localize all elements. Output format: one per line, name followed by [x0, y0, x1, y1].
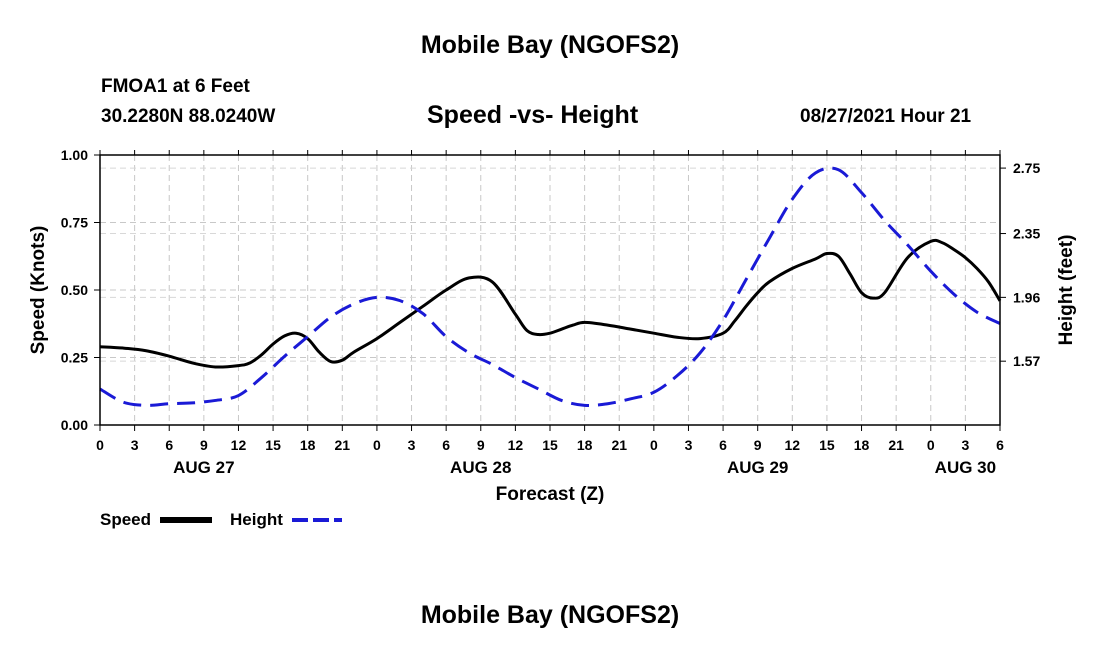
coordinates-label: 30.2280N 88.0240W — [101, 106, 276, 127]
x-tick-label: 18 — [577, 437, 593, 453]
series-line-height — [99, 166, 1001, 407]
x-tick-label: 0 — [373, 437, 381, 453]
x-tick-label: 21 — [611, 437, 627, 453]
y-tick-label: 0.25 — [61, 350, 88, 366]
y-tick-label: 0.00 — [61, 417, 88, 433]
x-tick-label: 6 — [165, 437, 173, 453]
date-label: AUG 28 — [450, 458, 511, 477]
x-tick-label: 9 — [477, 437, 485, 453]
top-title: Mobile Bay (NGOFS2) — [420, 31, 680, 59]
y2-tick-label: 1.96 — [1013, 289, 1040, 305]
x-tick-label: 6 — [719, 437, 727, 453]
x-tick-label: 6 — [442, 437, 450, 453]
y2-tick-label: 1.57 — [1013, 353, 1040, 369]
y2-axis-title: Height (feet) — [1056, 235, 1077, 346]
x-tick-label: 0 — [650, 437, 658, 453]
x-tick-label: 3 — [408, 437, 416, 453]
x-tick-label: 9 — [200, 437, 208, 453]
chart-title: Speed -vs- Height — [427, 101, 639, 129]
x-axis-title: Forecast (Z) — [496, 484, 605, 505]
x-tick-label: 15 — [542, 437, 558, 453]
y-tick-label: 0.50 — [61, 282, 88, 298]
forecast-datetime: 08/27/2021 Hour 21 — [800, 106, 972, 127]
x-tick-label: 18 — [300, 437, 316, 453]
x-tick-label: 6 — [996, 437, 1004, 453]
axes: 0 3 6 9 12 15 18 21 0 3 6 9 12 15 18 21 0 3 6 9 12 15 18 21 0 3 6A… — [28, 147, 1077, 505]
date-label: AUG 29 — [727, 458, 788, 477]
x-tick-label: 18 — [854, 437, 870, 453]
x-tick-label: 15 — [819, 437, 835, 453]
date-label: AUG 27 — [173, 458, 234, 477]
x-tick-label: 0 — [96, 437, 104, 453]
y-tick-label: 0.75 — [61, 215, 88, 231]
x-tick-label: 15 — [265, 437, 281, 453]
x-tick-label: 21 — [335, 437, 351, 453]
y2-tick-label: 2.35 — [1013, 226, 1040, 242]
legend-label-height: Height — [230, 510, 283, 529]
series-layer — [99, 166, 1002, 407]
x-tick-label: 3 — [131, 437, 139, 453]
bottom-title: Mobile Bay (NGOFS2) — [420, 601, 680, 629]
legend-label-speed: Speed — [100, 510, 151, 529]
legend: Speed Height — [100, 510, 342, 529]
x-tick-label: 12 — [508, 437, 524, 453]
grid — [100, 155, 1000, 425]
x-tick-label: 9 — [754, 437, 762, 453]
x-tick-label: 3 — [961, 437, 969, 453]
date-label: AUG 30 — [935, 458, 996, 477]
y-axis-title: Speed (Knots) — [28, 226, 49, 355]
y2-tick-label: 2.75 — [1013, 160, 1040, 176]
x-tick-label: 3 — [685, 437, 693, 453]
station-label: FMOA1 at 6 Feet — [101, 76, 250, 97]
series-line-speed — [99, 238, 1002, 369]
x-tick-label: 0 — [927, 437, 935, 453]
x-tick-label: 21 — [888, 437, 904, 453]
x-tick-label: 12 — [231, 437, 247, 453]
x-tick-label: 12 — [785, 437, 801, 453]
y-tick-label: 1.00 — [61, 147, 88, 163]
